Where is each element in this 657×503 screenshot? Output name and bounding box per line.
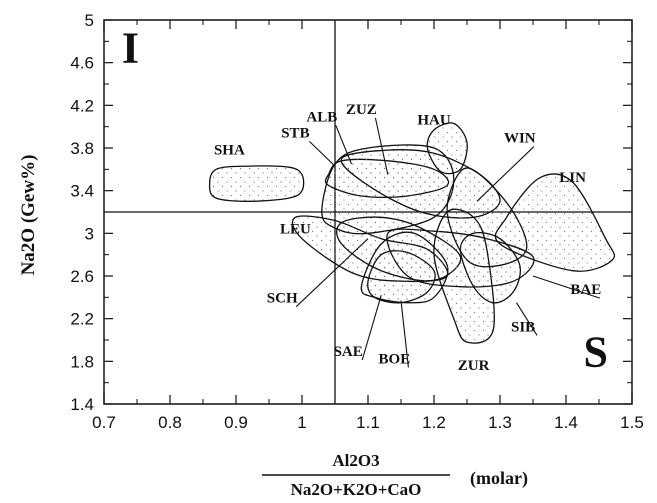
field-label-win: WIN — [504, 131, 536, 147]
x-axis-title-numerator: Al2O3 — [332, 451, 379, 470]
field-label-sch: SCH — [267, 291, 298, 307]
leader-line-boe — [400, 300, 409, 368]
leader-line-win — [476, 146, 535, 202]
x-tick-label: 0.8 — [158, 413, 182, 432]
x-tick-label: 1.1 — [356, 413, 380, 432]
field-outline-hau — [426, 122, 468, 175]
leader-line-sib — [516, 302, 538, 336]
y-tick-label: 3.8 — [70, 139, 94, 158]
granite-fields — [208, 122, 616, 344]
field-label-leu: LEU — [280, 221, 311, 237]
field-label-sib: SIB — [511, 319, 535, 335]
leader-line-alb — [335, 125, 353, 165]
y-tick-label: 3.4 — [70, 182, 94, 201]
y-tick-label: 2.6 — [70, 267, 94, 286]
x-tick-label: 1 — [297, 413, 306, 432]
y-tick-label: 4.2 — [70, 96, 94, 115]
x-axis-title: Al2O3 Na2O+K2O+CaO (molar) — [262, 451, 528, 499]
leader-line-zuz — [374, 117, 389, 175]
y-axis-title: Na2O (Gew%) — [18, 155, 39, 276]
region-label-i: I — [122, 24, 139, 73]
y-tick-label: 4.6 — [70, 54, 94, 73]
field-label-sae: SAE — [334, 344, 363, 360]
field-label-boe: BOE — [379, 351, 411, 367]
leader-line-stb — [309, 140, 336, 167]
y-tick-label: 1.8 — [70, 352, 94, 371]
leader-line-bae — [532, 275, 600, 299]
axis-ticks — [103, 19, 633, 405]
field-label-alb: ALB — [306, 109, 337, 125]
x-axis-title-unit: (molar) — [470, 468, 528, 489]
field-label-sha: SHA — [214, 142, 245, 158]
leader-line-sch — [295, 238, 369, 308]
x-tick-label: 0.7 — [92, 413, 116, 432]
field-outline-sha — [208, 165, 305, 202]
tick-labels: 0.7 0.8 0.9 1 1.1 1.2 1.3 1.4 1.5 1.4 1.8 2.2 2.6 3 3.… — [70, 11, 643, 432]
y-tick-label: 5 — [85, 11, 94, 30]
field-label-zur: ZUR — [458, 358, 490, 374]
x-tick-label: 1.3 — [488, 413, 512, 432]
x-tick-label: 1.2 — [422, 413, 446, 432]
x-tick-label: 1.5 — [620, 413, 644, 432]
leader-line-sae — [361, 295, 382, 361]
field-label-lin: LIN — [559, 170, 586, 186]
field-label-stb: STB — [281, 125, 309, 141]
y-tick-label: 3 — [85, 224, 94, 243]
x-tick-label: 1.4 — [554, 413, 578, 432]
field-outline-zur — [433, 208, 495, 344]
region-label-s: S — [583, 328, 607, 377]
x-tick-label: 0.9 — [224, 413, 248, 432]
field-label-hau: HAU — [417, 113, 451, 129]
x-axis-title-denominator: Na2O+K2O+CaO — [291, 480, 422, 499]
field-label-bae: BAE — [570, 282, 601, 298]
y-tick-label: 2.2 — [70, 310, 94, 329]
region-labels: IS — [122, 24, 608, 377]
field-label-zuz: ZUZ — [346, 102, 377, 118]
y-tick-label: 1.4 — [70, 395, 94, 414]
